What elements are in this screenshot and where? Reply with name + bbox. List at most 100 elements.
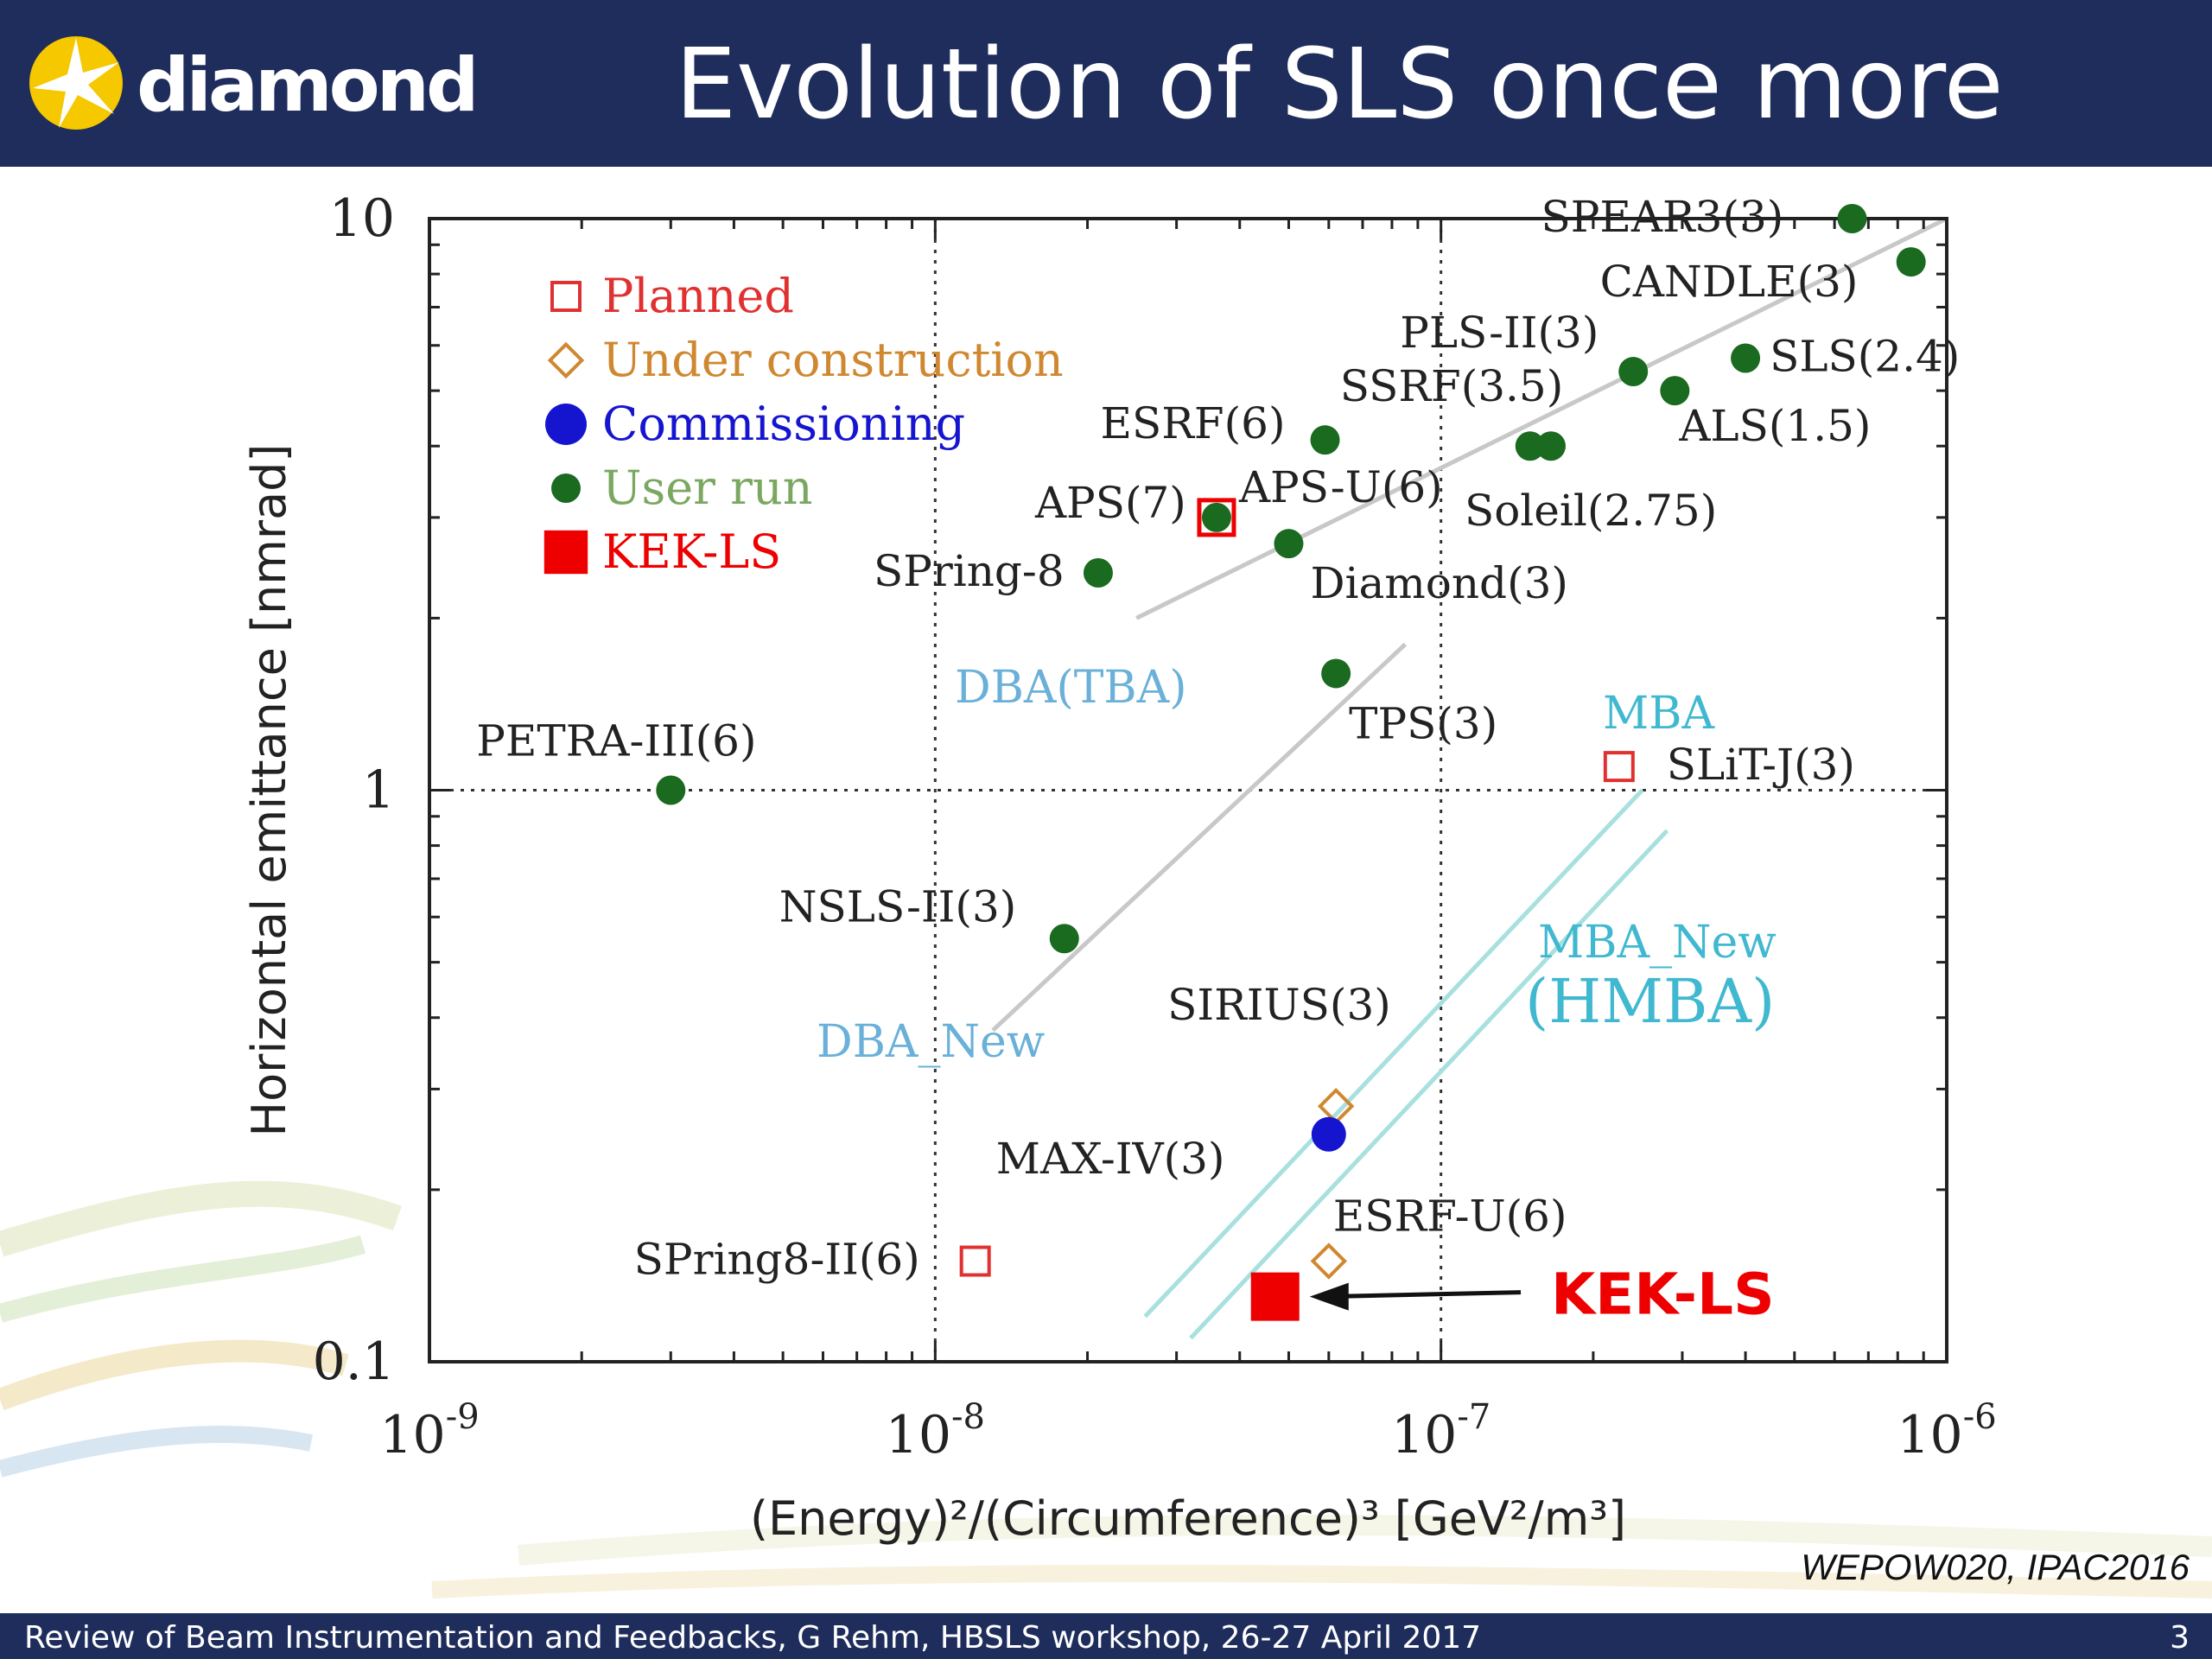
- y-tick-label: 1: [362, 760, 395, 821]
- x-tick-label: 10-9: [379, 1397, 479, 1465]
- emittance-chart: DBA(TBA) DBA_New MBA MBA_New(HMBA) 10-9 10-8…: [242, 188, 1997, 1546]
- commissioning-point: [1311, 1116, 1346, 1152]
- data-point: [1201, 502, 1231, 532]
- under-construction-point: [1317, 1087, 1355, 1125]
- user-run-point: [1837, 204, 1867, 233]
- data-point: [1837, 204, 1867, 233]
- point-label: SPring-8: [874, 546, 1065, 596]
- point-labels: SPEAR3(3) CANDLE(3)PLS-II(3) SLS(2.4) ALS(1…: [476, 192, 1960, 1285]
- point-label: TPS(3): [1349, 698, 1497, 748]
- axis-ticks: 10-9 10-8 10-7 10-6 0.1 1 10: [313, 188, 1997, 1465]
- trend-line: [1135, 216, 1948, 620]
- user-run-point: [1083, 557, 1113, 588]
- diamond-sun-icon: [29, 36, 123, 130]
- under-construction-point: [1310, 1243, 1348, 1280]
- point-label: SLiT-J(3): [1667, 740, 1855, 790]
- x-tick-label: 10-8: [886, 1397, 985, 1465]
- legend-label: Under construction: [602, 333, 1064, 387]
- data-point: [1603, 751, 1635, 783]
- user-run-point: [1535, 431, 1566, 461]
- legend-label: KEK-LS: [602, 524, 781, 579]
- kek-ls-point: [1250, 1272, 1300, 1321]
- data-point: [1317, 1087, 1355, 1125]
- footer-text: Review of Beam Instrumentation and Feedb…: [24, 1620, 1482, 1656]
- data-point: [1321, 658, 1351, 689]
- point-label: SPEAR3(3): [1541, 192, 1783, 242]
- diamond-logo: diamond: [24, 31, 480, 135]
- point-label: SLS(2.4): [1770, 331, 1960, 381]
- user-run-point: [1310, 425, 1340, 455]
- data-point: [1731, 343, 1761, 373]
- user-run-point: [551, 474, 581, 503]
- logo-text: diamond: [137, 42, 480, 129]
- kek-ls-point: [543, 530, 588, 575]
- trend-line: [991, 642, 1408, 1033]
- data-point: [1274, 529, 1304, 559]
- user-run-point: [1731, 343, 1761, 373]
- x-tick-label: 10-6: [1897, 1397, 1996, 1465]
- user-run-point: [1515, 431, 1545, 461]
- trend-lines: DBA(TBA) DBA_New MBA MBA_New(HMBA): [817, 216, 1948, 1340]
- annotation-text: KEK-LS: [1551, 1262, 1775, 1328]
- data-points: [656, 204, 1926, 1321]
- trend-line-label: DBA_New: [817, 1016, 1045, 1068]
- user-run-point: [1321, 658, 1351, 689]
- data-point: [1310, 425, 1340, 455]
- trend-line-label: MBA: [1603, 688, 1715, 740]
- data-point: [1618, 357, 1649, 387]
- reference-citation: WEPOW020, IPAC2016: [1801, 1547, 2190, 1587]
- point-label: Soleil(2.75): [1465, 486, 1717, 536]
- planned-point: [959, 1245, 991, 1277]
- x-axis-label: (Energy)²/(Circumference)³ [GeV²/m³]: [750, 1491, 1626, 1546]
- point-label: ALS(1.5): [1678, 401, 1871, 451]
- trend-line-label: MBA_New: [1538, 917, 1777, 969]
- trend-line-label: DBA(TBA): [955, 662, 1186, 714]
- under-construction-point: [547, 341, 585, 379]
- legend-label: Commissioning: [602, 397, 965, 451]
- y-axis-label: Horizontal emittance [nmrad]: [242, 444, 296, 1137]
- data-point: [1310, 1243, 1348, 1280]
- planned-point: [1197, 498, 1236, 537]
- data-point: [1311, 1116, 1346, 1152]
- data-point: [1250, 1272, 1300, 1321]
- point-label: SPring8-II(6): [634, 1235, 920, 1285]
- point-label: Diamond(3): [1310, 558, 1567, 608]
- point-label: ESRF(6): [1101, 398, 1286, 448]
- legend-label: User run: [602, 461, 813, 515]
- user-run-point: [1660, 376, 1690, 406]
- legend-label: Planned: [602, 269, 794, 323]
- user-run-point: [1896, 247, 1926, 277]
- annotation-arrow: [1326, 1290, 1522, 1300]
- point-label: CANDLE(3): [1600, 257, 1859, 307]
- background-swoosh: [0, 1180, 2212, 1599]
- chart-legend: Planned Under construction Commissioning Us…: [543, 269, 1064, 579]
- point-label: SSRF(3.5): [1340, 361, 1564, 411]
- user-run-point: [1201, 502, 1231, 532]
- data-point: [1515, 431, 1545, 461]
- point-label: MAX-IV(3): [996, 1134, 1225, 1184]
- slide-header: diamond Evolution of SLS once more: [0, 0, 2212, 167]
- user-run-point: [1274, 529, 1304, 559]
- y-tick-label: 0.1: [313, 1332, 395, 1392]
- user-run-point: [1049, 924, 1079, 954]
- point-label: ESRF-U(6): [1333, 1192, 1567, 1242]
- page-number: 3: [2170, 1620, 2190, 1656]
- data-point: [1660, 376, 1690, 406]
- data-point: [1197, 498, 1236, 537]
- point-label: NSLS-II(3): [779, 881, 1017, 931]
- y-tick-label: 10: [329, 188, 395, 249]
- data-point: [1896, 247, 1926, 277]
- point-label: APS-U(6): [1238, 462, 1443, 512]
- planned-point: [1603, 751, 1635, 783]
- planned-point: [550, 281, 582, 312]
- user-run-point: [1618, 357, 1649, 387]
- data-point: [959, 1245, 991, 1277]
- point-label: SIRIUS(3): [1167, 980, 1391, 1030]
- data-point: [1083, 557, 1113, 588]
- point-label: PETRA-III(6): [476, 716, 756, 766]
- x-tick-label: 10-7: [1391, 1397, 1491, 1465]
- data-point: [1535, 431, 1566, 461]
- user-run-point: [656, 775, 686, 805]
- point-label: APS(7): [1034, 478, 1186, 528]
- trend-line: [1189, 829, 1669, 1340]
